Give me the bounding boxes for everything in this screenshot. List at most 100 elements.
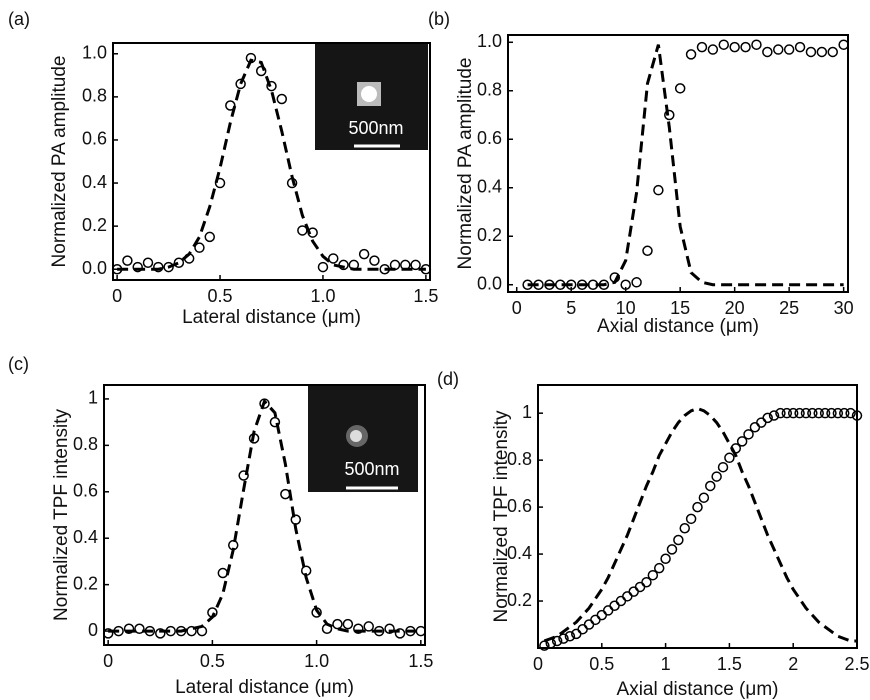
data-point [751, 39, 762, 50]
data-point [132, 261, 143, 273]
y-tick-label: 0.4 [477, 176, 502, 196]
data-point [800, 407, 812, 419]
inset-c: 500nm [308, 385, 418, 492]
panel-label: (c) [8, 354, 29, 374]
data-point [602, 605, 614, 616]
data-point [410, 259, 421, 271]
data-point [685, 49, 697, 60]
plot-frame [507, 34, 849, 293]
y-tick-label: 1 [522, 402, 532, 422]
x-tick-label: 25 [779, 298, 799, 318]
data-point [123, 623, 135, 634]
data-point [773, 44, 784, 55]
data-point [664, 109, 675, 121]
data-point [173, 257, 185, 269]
scale-label: 500nm [348, 118, 403, 138]
plot-frame [103, 384, 426, 646]
panel: (c) Lateral distance (μm) Normalized TPF i… [8, 354, 433, 698]
y-tick-label: 0.2 [82, 215, 107, 235]
data-point [342, 618, 354, 630]
data-point [718, 39, 730, 50]
plot-frame [537, 384, 858, 649]
data-point [743, 429, 754, 440]
fit-line [108, 398, 421, 633]
x-axis-title: Axial distance (μm) [597, 316, 759, 337]
fit-line [543, 406, 857, 643]
x-tick-label: 2.5 [844, 654, 869, 674]
data-point [163, 261, 174, 273]
data-point [596, 609, 608, 621]
data-point [707, 44, 719, 55]
data-point [692, 501, 703, 513]
data-point [266, 80, 277, 92]
data-point [328, 253, 339, 264]
scale-label: 500nm [344, 459, 399, 479]
data-point [631, 277, 642, 288]
data-point [794, 407, 805, 419]
data-point [673, 534, 684, 546]
y-tick-label: 1.0 [82, 43, 107, 63]
data-point [653, 562, 665, 574]
x-tick-label: 1.0 [304, 651, 329, 671]
data-point [781, 407, 793, 419]
data-point [756, 417, 767, 428]
panel: (b) Axial distance (μm) Normalized PA ampl… [428, 9, 854, 337]
data-point [628, 586, 639, 597]
data-point [736, 436, 748, 447]
data-point [583, 619, 595, 630]
x-tick-label: 0 [512, 298, 522, 318]
panel-label: (d) [437, 369, 459, 389]
x-tick-label: 30 [834, 298, 854, 318]
y-tick-label: 0.6 [507, 496, 532, 516]
data-point [317, 261, 329, 273]
data-point [620, 279, 631, 290]
data-point [276, 93, 288, 105]
y-tick-label: 0.4 [82, 172, 107, 192]
data-point [564, 631, 576, 642]
y-tick-label: 0.0 [82, 258, 107, 278]
data-point [634, 581, 646, 593]
data-point [363, 621, 374, 632]
inset-a: 500nm [315, 44, 428, 150]
x-tick-label: 1.5 [413, 286, 438, 306]
data-point [816, 46, 828, 58]
x-tick-label: 0.5 [589, 654, 614, 674]
data-point [225, 100, 236, 111]
data-point [805, 46, 817, 58]
y-tick-label: 0.8 [477, 80, 502, 100]
data-point [838, 407, 850, 419]
data-point [807, 407, 818, 419]
y-tick-label: 0.8 [73, 434, 98, 454]
data-point [269, 416, 281, 428]
x-tick-label: 0.5 [208, 286, 233, 306]
y-axis-title: Normalized PA amplitude [455, 58, 476, 270]
x-tick-label: 1.5 [408, 651, 433, 671]
data-point [783, 44, 795, 55]
x-tick-label: 1 [661, 654, 671, 674]
y-tick-label: 0.6 [82, 129, 107, 149]
y-tick-label: 0.4 [507, 543, 532, 563]
data-point [204, 231, 215, 243]
data-point [794, 41, 806, 53]
data-point [394, 628, 406, 639]
y-tick-label: 0.2 [477, 225, 502, 245]
plot-frame [112, 42, 431, 281]
data-point [717, 461, 729, 473]
data-point [358, 248, 370, 260]
data-point [142, 257, 154, 269]
y-tick-label: 0.6 [477, 128, 502, 148]
data-point [666, 544, 678, 555]
data-point [724, 452, 735, 464]
y-tick-label: 0.6 [73, 481, 98, 501]
x-tick-label: 2 [788, 654, 798, 674]
y-tick-label: 0.2 [73, 573, 98, 593]
x-axis-title: Lateral distance (μm) [182, 307, 361, 328]
data-point [235, 78, 246, 90]
data-point [384, 623, 395, 634]
data-point [813, 407, 824, 419]
data-point [609, 600, 620, 611]
data-point [832, 407, 844, 419]
data-point [740, 41, 751, 53]
panel: (d) Axial distance (μm) Normalized TPF int… [437, 369, 870, 700]
